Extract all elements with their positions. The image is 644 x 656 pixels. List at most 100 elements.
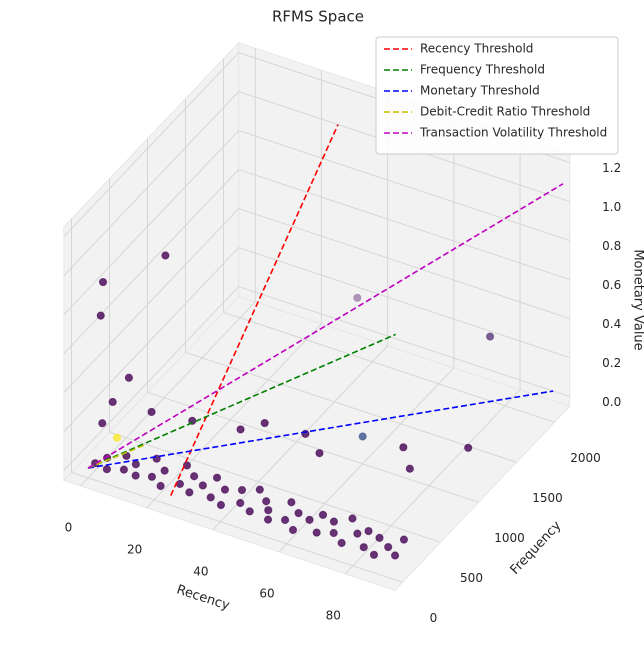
z-axis-label: Monetary Value — [631, 249, 644, 350]
data-point — [245, 507, 254, 516]
grid-line — [238, 208, 570, 320]
z-tick-label: 1.0 — [602, 200, 621, 214]
z-tick-label: 0.4 — [602, 317, 621, 331]
z-tick-label: 0.8 — [602, 239, 621, 253]
data-point — [98, 419, 107, 428]
data-point — [353, 529, 362, 538]
data-point — [182, 461, 192, 470]
data-point — [288, 525, 298, 535]
z-tick-label: 0.6 — [602, 278, 621, 292]
data-point — [190, 472, 199, 481]
grid-line — [63, 247, 240, 432]
data-point — [260, 418, 269, 428]
y-tick-label: 0 — [430, 611, 438, 625]
threshold-line — [170, 124, 339, 496]
y-tick-label: 1500 — [532, 491, 563, 505]
data-point — [98, 277, 108, 287]
data-point — [353, 293, 362, 302]
data-point — [359, 543, 368, 552]
data-point — [287, 498, 296, 507]
grid-line — [71, 471, 403, 583]
data-point — [405, 464, 414, 473]
data-point — [160, 466, 169, 475]
x-tick-label: 20 — [127, 542, 142, 556]
y-tick-label: 2000 — [570, 451, 601, 465]
grid-line — [238, 286, 570, 398]
data-point — [399, 443, 408, 452]
legend-label: Frequency Threshold — [420, 63, 545, 77]
data-point — [131, 471, 140, 480]
legend-label: Debit-Credit Ratio Threshold — [420, 105, 590, 119]
data-point — [147, 407, 156, 417]
data-point — [364, 526, 373, 536]
data-point — [255, 485, 264, 494]
x-tick-label: 0 — [65, 520, 73, 534]
data-point — [212, 473, 222, 482]
data-point — [294, 508, 303, 518]
grid-line — [146, 323, 322, 509]
data-point — [329, 517, 339, 526]
data-point — [108, 397, 117, 407]
legend-box — [375, 36, 619, 155]
y-axis-label: Frequency — [508, 518, 565, 578]
z-tick-label: 1.2 — [602, 161, 621, 175]
threshold-line — [87, 183, 564, 469]
data-point — [237, 485, 247, 495]
data-point — [206, 493, 215, 502]
data-point — [318, 510, 328, 519]
data-point — [358, 432, 367, 441]
threshold-line — [87, 444, 145, 469]
data-point — [147, 472, 157, 481]
data-point — [264, 506, 273, 515]
grid-line — [238, 169, 570, 281]
data-point — [280, 515, 290, 525]
grid-line — [147, 391, 479, 503]
y-tick-label: 1000 — [494, 531, 525, 545]
data-point — [96, 311, 105, 320]
grid-line — [212, 345, 389, 531]
legend: Recency Threshold Frequency Threshold Mone… — [375, 36, 619, 155]
data-point — [131, 460, 140, 469]
data-point — [198, 481, 207, 490]
data-point — [369, 550, 379, 559]
data-point — [175, 479, 185, 489]
legend-label: Recency Threshold — [420, 42, 533, 56]
data-point — [102, 465, 111, 474]
legend-label: Transaction Volatility Threshold — [419, 126, 607, 140]
chart-title: RFMS Space — [272, 8, 364, 26]
grid-line — [344, 389, 521, 575]
data-point — [305, 515, 314, 524]
x-axis-label: Recency — [175, 582, 232, 613]
x-tick-label: 60 — [259, 586, 274, 600]
data-point — [262, 497, 271, 506]
grid-line — [109, 431, 441, 543]
data-point — [329, 528, 338, 538]
threshold-line — [87, 390, 554, 469]
grid-line — [238, 130, 570, 242]
data-point — [337, 538, 346, 548]
grid-line — [63, 286, 240, 471]
grid-line — [185, 351, 517, 463]
x-tick-label: 80 — [326, 608, 341, 622]
data-point — [216, 500, 226, 510]
legend-label: Monetary Threshold — [420, 84, 540, 98]
data-point — [112, 433, 122, 442]
grid-line — [63, 91, 240, 276]
data-point — [119, 465, 129, 474]
grid-line — [63, 130, 240, 315]
z-tick-label: 0.0 — [602, 395, 621, 409]
threshold-line — [87, 333, 396, 469]
data-point — [220, 485, 230, 494]
data-point — [312, 528, 321, 537]
grid-line — [63, 169, 240, 354]
grid-line — [63, 52, 240, 237]
grid-line — [63, 208, 240, 393]
x-tick-label: 40 — [193, 564, 208, 578]
data-point — [161, 251, 170, 260]
data-point — [236, 425, 245, 434]
data-point — [263, 515, 273, 524]
data-point — [236, 498, 245, 508]
data-point — [185, 488, 194, 497]
data-point — [156, 481, 165, 491]
